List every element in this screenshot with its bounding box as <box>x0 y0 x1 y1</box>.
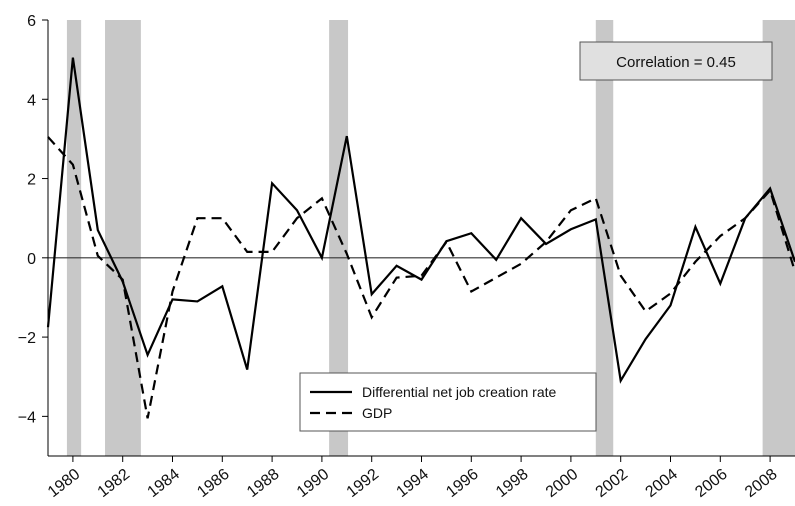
recession-band <box>66 20 82 456</box>
x-tick-label: 1986 <box>194 466 233 501</box>
annotation-box <box>579 41 773 81</box>
recession-band <box>762 20 795 456</box>
y-tick-label: −4 <box>18 409 36 426</box>
x-tick-label: 1998 <box>493 466 532 501</box>
y-tick-label: 6 <box>27 13 36 30</box>
y-tick-label: 0 <box>27 251 36 268</box>
x-tick-label: 2004 <box>642 466 681 501</box>
annotation: Correlation = 0.45 <box>616 54 736 71</box>
x-tick-label: 2008 <box>742 466 781 501</box>
series-line <box>47 136 795 419</box>
recession-band <box>105 20 141 456</box>
x-tick-label: 2002 <box>593 466 632 501</box>
x-tick-label: 1988 <box>244 466 283 501</box>
x-tick-label: 1994 <box>393 466 432 501</box>
x-tick-label: 1990 <box>294 466 333 501</box>
recession-band <box>595 20 614 456</box>
x-tick-label: 2006 <box>692 466 731 501</box>
y-tick-label: 2 <box>27 172 36 189</box>
legend-label: GDP <box>362 405 392 421</box>
x-tick-label: 2000 <box>543 466 582 501</box>
x-tick-label: 1982 <box>95 466 134 501</box>
x-tick-label: 1984 <box>144 466 183 501</box>
y-tick-label: −2 <box>18 330 36 347</box>
x-tick-label: 1996 <box>443 466 482 501</box>
x-tick-label: 1980 <box>45 466 84 501</box>
y-tick-label: 4 <box>27 92 36 109</box>
legend-box <box>299 372 597 432</box>
legend-label: Differential net job creation rate <box>362 384 557 400</box>
x-tick-label: 1992 <box>344 466 383 501</box>
series-line <box>46 57 795 384</box>
